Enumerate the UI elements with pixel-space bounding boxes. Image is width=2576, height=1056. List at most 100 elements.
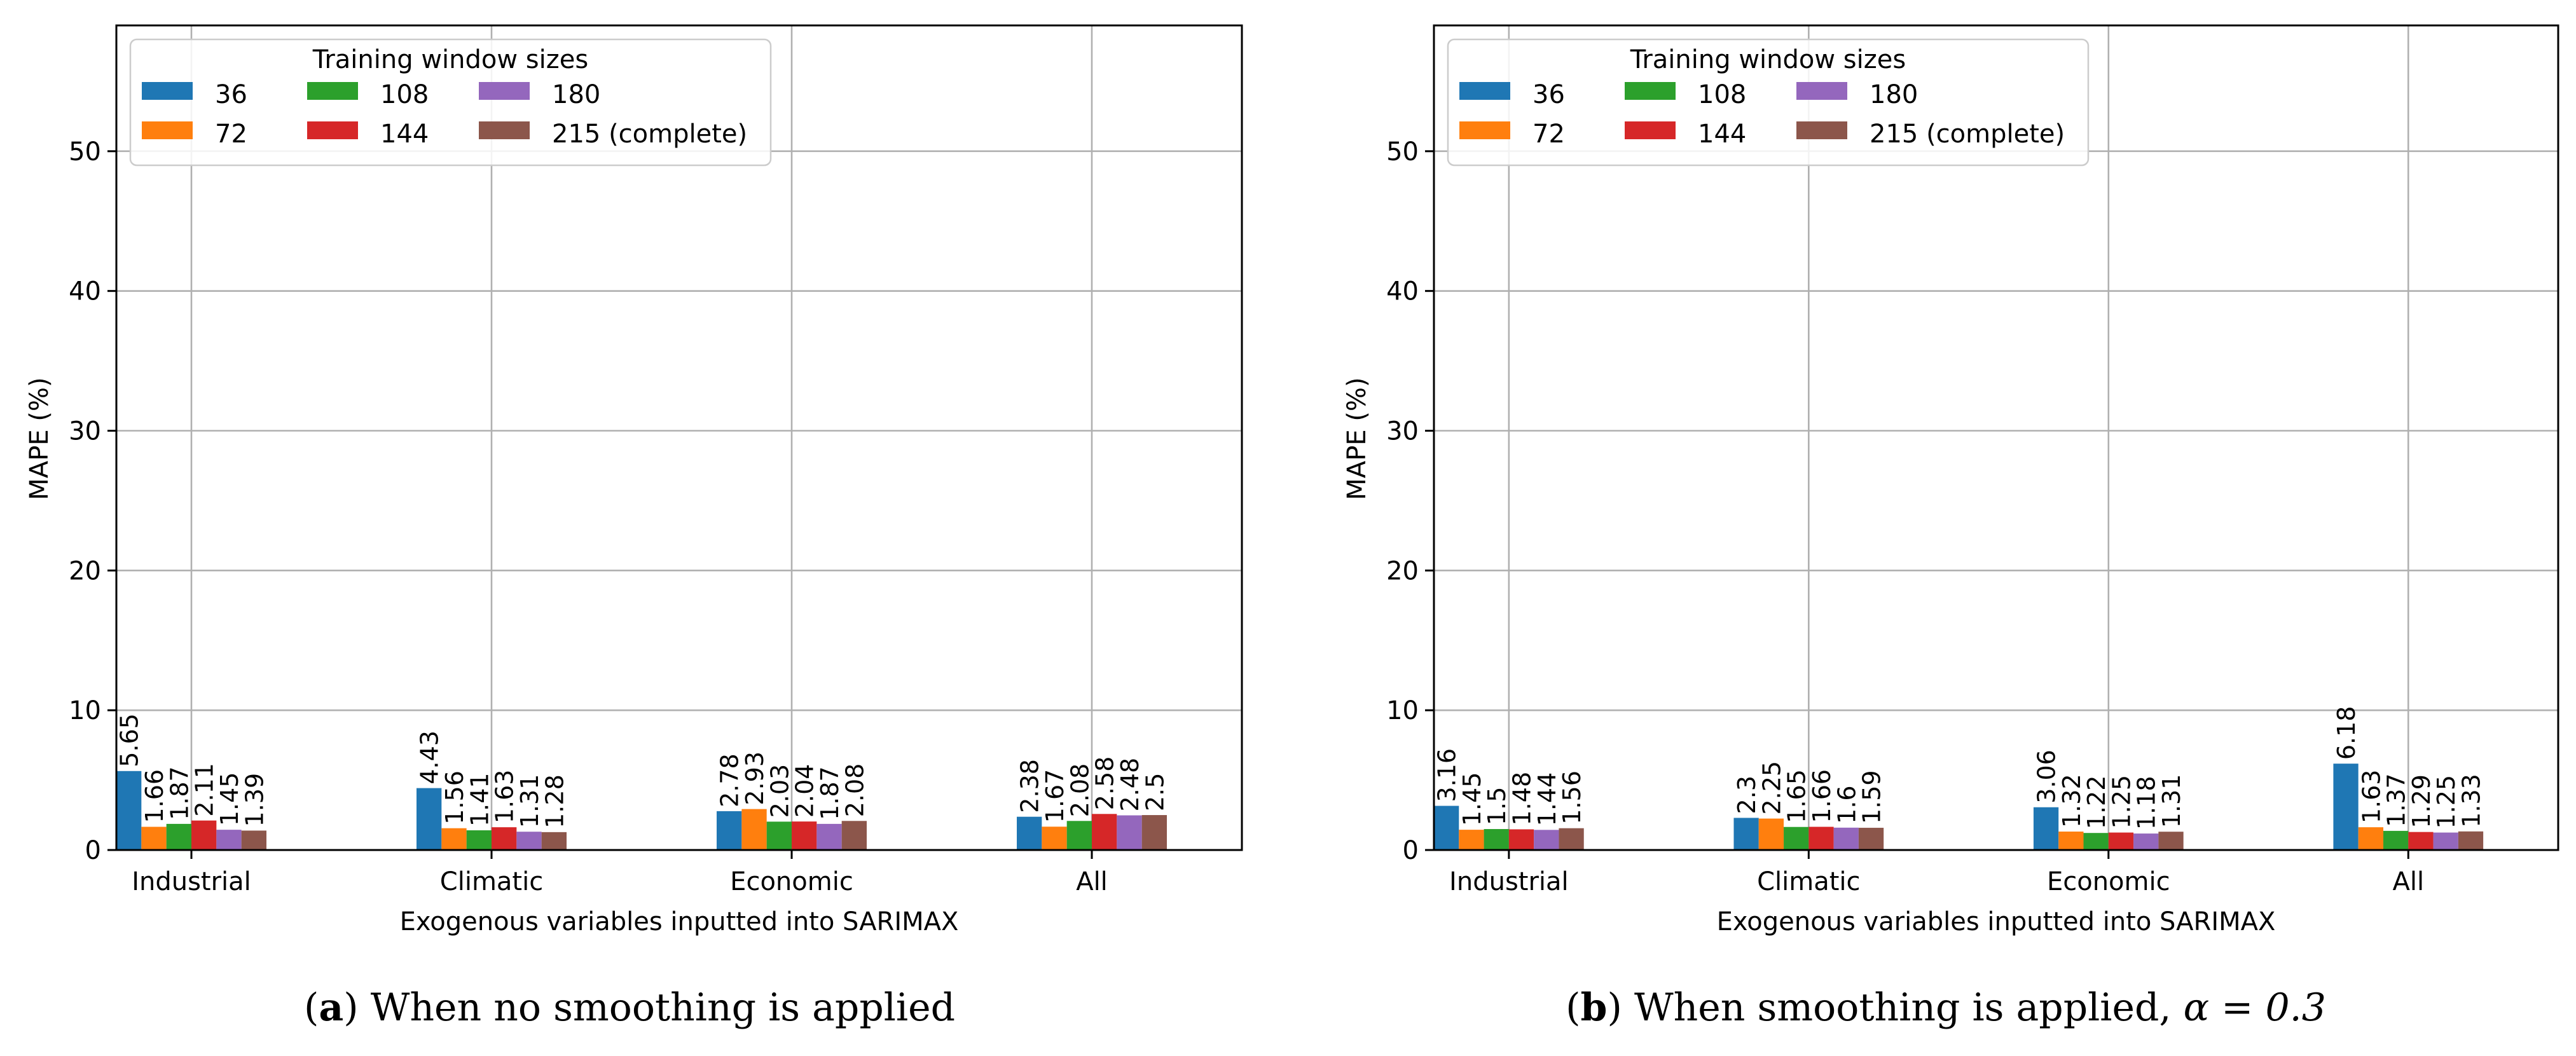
panel-b-bar: [2433, 832, 2458, 850]
panel-a-ytick-label: 20: [69, 556, 101, 586]
panel-b-data-label: 1.59: [1858, 770, 1886, 824]
panel-b-data-label: 1.44: [1533, 772, 1561, 826]
panel-b-data-label: 1.29: [2407, 774, 2435, 828]
panel-a-data-label: 2.08: [841, 764, 869, 818]
panel-a-data-label: 2.04: [791, 764, 819, 818]
panel-a-legend-swatch: [479, 82, 530, 100]
panel-a-bar: [492, 827, 517, 850]
panel-b-legend-label: 215 (complete): [1870, 120, 2065, 149]
caption-a-text: When no smoothing is applied: [370, 985, 956, 1030]
caption-b: (b) When smoothing is applied, α = 0.3: [1566, 985, 2326, 1030]
panel-a-bar: [766, 821, 792, 850]
panel-a-bar: [1042, 826, 1067, 850]
panel-a-legend-label: 180: [552, 80, 600, 109]
caption-b-math: α = 0.3: [2183, 985, 2326, 1030]
panel-b-xtick-label: All: [2392, 867, 2424, 896]
panel-b-bar: [2083, 833, 2109, 850]
panel-a-xtick-label: All: [1076, 867, 1108, 896]
panel-a-ytick-label: 40: [69, 277, 101, 306]
panel-a-data-label: 2.58: [1091, 757, 1119, 811]
panel-a-data-label: 4.43: [416, 730, 444, 785]
panel-b-bar: [2383, 830, 2409, 850]
panel-b-legend-label: 144: [1698, 120, 1746, 149]
panel-a-legend-box: [129, 38, 772, 167]
panel-a-data-label: 2.48: [1116, 758, 1144, 812]
panel-b-bar: [1833, 827, 1859, 850]
panel-a-bar: [166, 823, 191, 850]
panel-a-legend-label: 108: [380, 80, 429, 109]
panel-b-bar: [2458, 831, 2484, 850]
panel-b-data-label: 1.18: [2133, 776, 2161, 830]
panel-a-bar: [466, 830, 492, 850]
panel-a-data-label: 1.87: [816, 766, 844, 820]
panel-a-xtick-label: Industrial: [132, 867, 251, 896]
panel-b-bar: [2158, 832, 2184, 850]
panel-a-data-label: 1.56: [441, 771, 469, 825]
panel-b-chart: 3.16 2.3 3.066.181.45 2.25 1.32 1.631.5 1.65 1.…: [1342, 24, 2559, 936]
panel-b-data-label: 1.31: [2158, 774, 2186, 828]
panel-b-bar: [2108, 832, 2134, 850]
panel-a-xtick-label: Economic: [730, 867, 853, 896]
panel-a-chart: 5.65 4.43 2.78 2.38 1.66 1.56 2.93 1.67 1.87 1.41…: [25, 24, 1243, 936]
panel-b-data-label: 6.18: [2332, 706, 2360, 760]
panel-a-xlabel: Exogenous variables inputted into SARIMA…: [400, 907, 959, 936]
panel-a-legend-swatch: [479, 121, 530, 139]
panel-a-data-label: 2.08: [1066, 764, 1094, 818]
panel-a-data-label: 2.93: [741, 751, 769, 806]
panel-a-bar: [1066, 821, 1092, 850]
panel-a-legend: Training window sizes 36 72 108 144 180 215 (c…: [129, 38, 772, 167]
panel-b-bar: [1733, 818, 1759, 850]
panel-a-data-label: 2.78: [716, 753, 744, 807]
panel-b-bar: [1858, 828, 1884, 850]
panel-b-ytick-label: 10: [1386, 696, 1419, 725]
panel-b-bar: [1534, 830, 1559, 850]
panel-b-data-label: 1.25: [2107, 775, 2135, 829]
panel-b-data-label: 1.5: [1483, 787, 1511, 825]
panel-a-bar: [241, 830, 266, 850]
panel-a-legend-label: 72: [215, 120, 247, 149]
panel-a-plot-frame: [115, 24, 1243, 851]
panel-a-bar: [417, 788, 442, 850]
panel-b-data-label: 1.63: [2357, 770, 2385, 824]
panel-b-xlabel: Exogenous variables inputted into SARIMA…: [1717, 907, 2276, 936]
panel-b-legend-swatch: [1459, 82, 1510, 100]
panel-b-legend-label: 108: [1698, 80, 1746, 109]
panel-b-ytick-label: 30: [1386, 417, 1419, 446]
caption-b-text: When smoothing is applied,: [1634, 985, 2184, 1030]
panel-b-plot-frame: [1433, 24, 2559, 851]
panel-a-legend-swatch: [142, 121, 193, 139]
panel-b-data-label: 1.37: [2383, 773, 2411, 827]
panel-a-data-label: 1.63: [491, 770, 519, 824]
panel-b-legend-swatch: [1796, 82, 1847, 100]
panel-b-legend-swatch: [1625, 121, 1676, 139]
panel-a-bar: [792, 821, 817, 850]
caption-b-letter: b: [1580, 985, 1608, 1030]
panel-b-legend-label: 180: [1870, 80, 1918, 109]
panel-b-legend: Training window sizes 36 72 108 144 180 215 (c…: [1447, 38, 2090, 167]
panel-b-ytick-label: 0: [1403, 836, 1419, 865]
panel-b-bar: [1434, 806, 1459, 850]
panel-a-data-label: 2.5: [1141, 773, 1169, 811]
panel-a-ytick-label: 10: [69, 696, 101, 725]
panel-a-data-label: 1.31: [516, 774, 544, 828]
panel-a-legend-swatch: [307, 121, 358, 139]
panel-b-data-label: 1.32: [2058, 774, 2086, 828]
panel-a-bar: [191, 820, 217, 850]
panel-b-bar: [2358, 827, 2383, 850]
panel-b-legend-title: Training window sizes: [1630, 45, 1906, 74]
panel-b-data-label: 1.56: [1558, 771, 1586, 825]
panel-b-bar: [2133, 833, 2159, 850]
panel-b-data-label: 1.48: [1508, 772, 1536, 826]
panel-b-data-label: 1.45: [1458, 772, 1486, 826]
panel-b-bar: [2058, 831, 2084, 850]
panel-a-bar: [717, 811, 742, 850]
panel-b-bar: [2033, 807, 2059, 850]
panel-a-legend-title: Training window sizes: [312, 45, 588, 74]
caption-a: (a) When no smoothing is applied: [303, 985, 956, 1030]
panel-b-xtick-label: Economic: [2047, 867, 2170, 896]
panel-b-data-label: 1.65: [1783, 769, 1811, 823]
panel-a-bar: [441, 828, 467, 850]
panel-b-data-label: 1.6: [1833, 785, 1861, 823]
panel-b-legend-label: 72: [1533, 120, 1565, 149]
